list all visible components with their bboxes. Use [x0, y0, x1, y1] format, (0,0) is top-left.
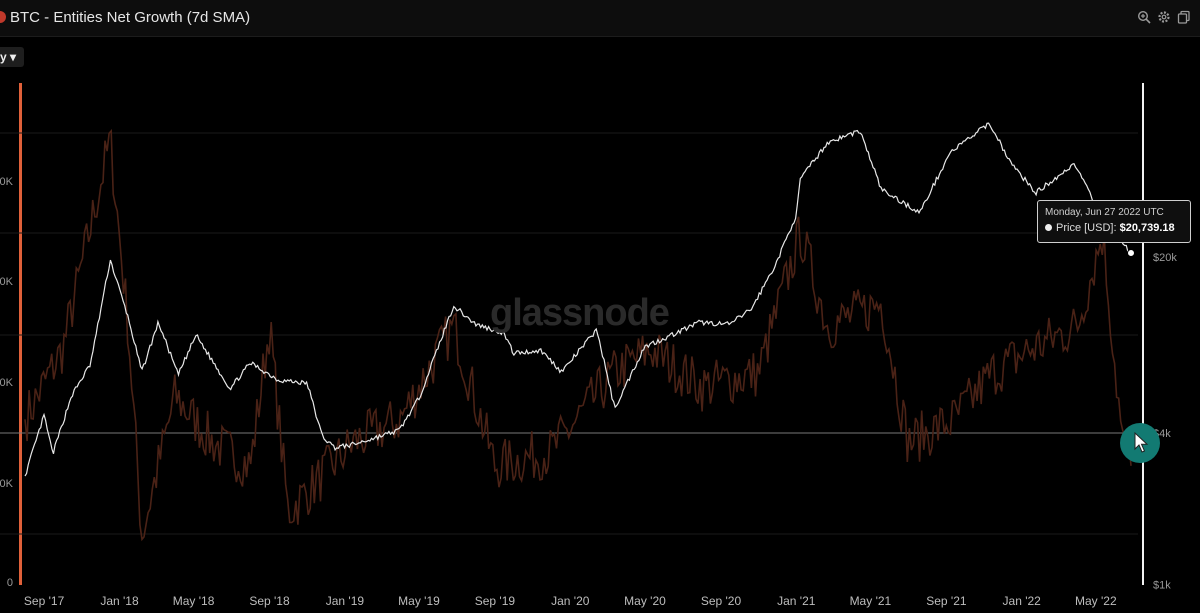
- x-tick-label: May '21: [850, 594, 892, 608]
- x-tick-label: Sep '18: [249, 594, 290, 608]
- crosshair: [1127, 83, 1144, 585]
- mouse-pointer-icon: [1134, 432, 1149, 453]
- x-tick-label: Sep '21: [926, 594, 967, 608]
- x-tick-label: May '18: [173, 594, 215, 608]
- right-tick-label: $1k: [1153, 580, 1171, 592]
- tooltip: Monday, Jun 27 2022 UTC Price [USD]: $20…: [1037, 200, 1191, 243]
- watermark: glassnode: [490, 292, 670, 334]
- gear-icon[interactable]: [1157, 10, 1171, 24]
- x-tick-label: May '22: [1075, 594, 1117, 608]
- x-tick-label: May '20: [624, 594, 666, 608]
- left-axis: 0 0K 0K 0K 0K: [0, 176, 14, 589]
- copy-icon[interactable]: [1177, 10, 1191, 24]
- left-tick-label: 0K: [0, 377, 14, 389]
- left-tick-label: 0K: [0, 478, 14, 490]
- right-axis: $20k$4k$1k: [1153, 252, 1177, 592]
- price-series: [24, 122, 1132, 477]
- left-tick-label: 0K: [0, 176, 14, 188]
- left-tick-label: 0K: [0, 276, 14, 288]
- x-tick-label: Sep '20: [701, 594, 742, 608]
- entities-line: [24, 128, 1132, 542]
- tooltip-date: Monday, Jun 27 2022 UTC: [1045, 207, 1164, 218]
- x-tick-label: May '19: [398, 594, 440, 608]
- tooltip-row: Price [USD]: $20,739.18: [1045, 222, 1175, 234]
- x-tick-label: Jan '21: [777, 594, 816, 608]
- x-tick-label: Jan '20: [551, 594, 590, 608]
- title-bar: BTC - Entities Net Growth (7d SMA): [0, 0, 1200, 37]
- zoom-icon[interactable]: [1137, 10, 1151, 24]
- entities-series: [24, 128, 1132, 542]
- tooltip-series: Price [USD]:: [1056, 222, 1117, 234]
- x-tick-label: Jan '18: [100, 594, 139, 608]
- price-line: [24, 122, 1132, 477]
- logo-icon: [0, 11, 6, 23]
- left-tick-label: 0: [7, 577, 13, 589]
- x-axis: Sep '17 Jan '18 May '18 Sep '18 Jan '19 May '…: [24, 594, 1117, 608]
- range-handle-left[interactable]: [19, 83, 22, 585]
- series-dot-icon: [1045, 224, 1052, 231]
- chart-title: BTC - Entities Net Growth (7d SMA): [10, 9, 251, 26]
- hover-point: [1127, 249, 1135, 257]
- x-tick-label: Sep '19: [475, 594, 516, 608]
- x-tick-label: Jan '19: [326, 594, 365, 608]
- x-tick-label: Sep '17: [24, 594, 65, 608]
- tooltip-value: $20,739.18: [1119, 222, 1175, 234]
- x-tick-label: Jan '22: [1003, 594, 1042, 608]
- right-tick-label: $20k: [1153, 252, 1177, 264]
- scale-dropdown[interactable]: y ▾: [0, 47, 25, 67]
